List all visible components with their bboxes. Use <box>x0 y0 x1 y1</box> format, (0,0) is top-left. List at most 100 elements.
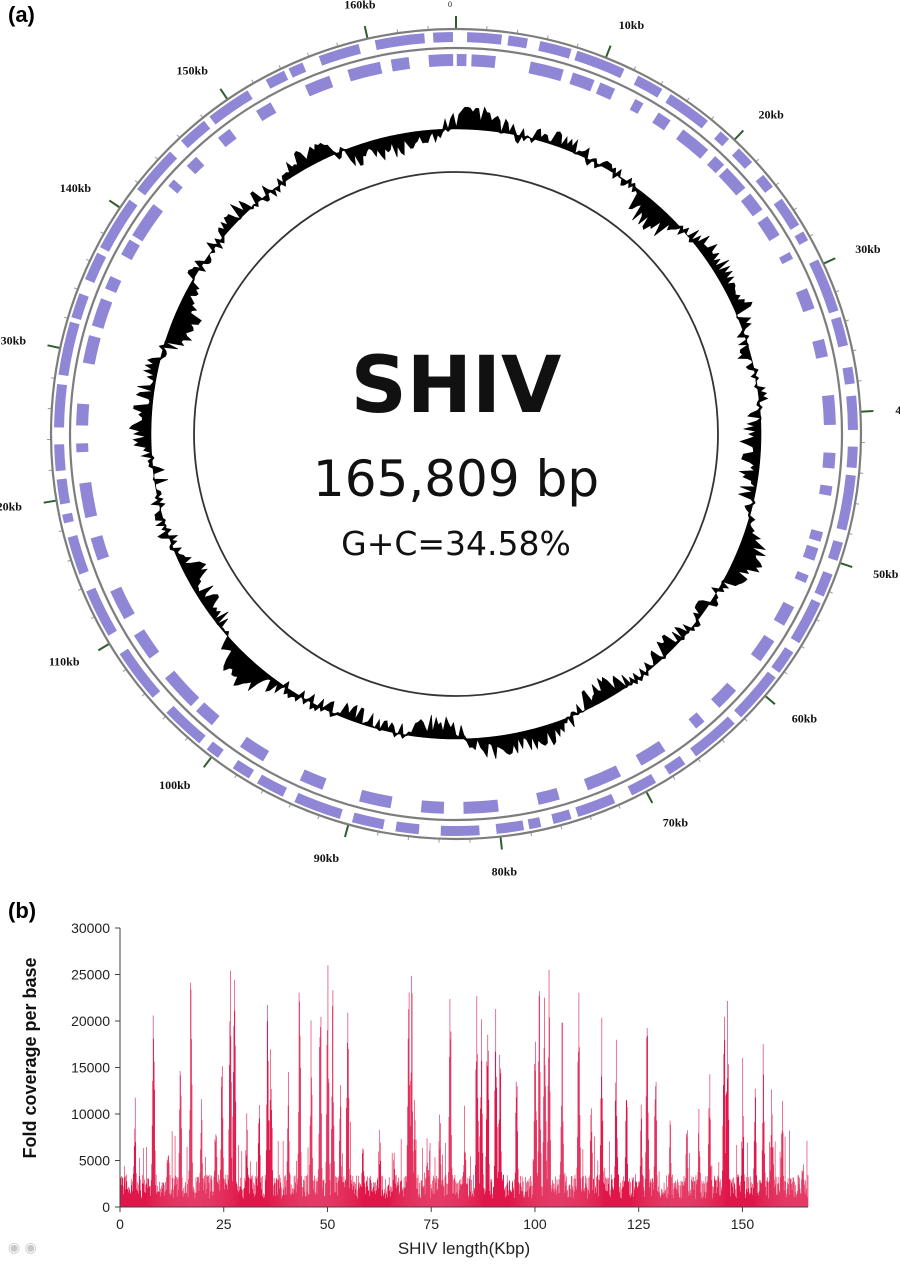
coverage-bar <box>653 1166 655 1207</box>
coverage-bar <box>422 1188 424 1207</box>
coverage-bar <box>412 1111 413 1207</box>
coverage-bar <box>522 1191 523 1207</box>
coverage-bar <box>573 1178 575 1207</box>
coverage-bar <box>263 1197 265 1207</box>
coverage-bar <box>595 1185 597 1207</box>
coverage-bar <box>175 1175 176 1207</box>
coverage-bar <box>572 1186 573 1207</box>
coverage-bar <box>542 1142 544 1207</box>
coverage-bar <box>262 1197 264 1207</box>
coverage-bar <box>586 1177 588 1207</box>
coverage-bar <box>580 1178 582 1207</box>
coverage-bar <box>281 1187 282 1207</box>
coverage-bar <box>218 1184 220 1207</box>
coverage-bar <box>366 1176 368 1207</box>
coverage-bar <box>387 1184 389 1207</box>
coverage-bar <box>212 1191 213 1207</box>
coverage-bar <box>303 1179 304 1207</box>
coverage-bar <box>258 1118 260 1207</box>
circular-genome-map: 10kb20kb30kb40kb50kb60kb70kb80kb90kb100k… <box>0 0 900 878</box>
coverage-bar <box>326 1045 328 1207</box>
ring-tick-marks <box>43 16 874 850</box>
coverage-bar <box>553 1190 554 1207</box>
coverage-bar <box>164 1191 166 1207</box>
coverage-bar <box>701 1197 702 1207</box>
coverage-bar <box>344 1182 345 1207</box>
coverage-bar <box>721 1187 722 1207</box>
coverage-bar <box>224 1179 226 1207</box>
coverage-bar <box>747 1142 749 1207</box>
gene-block <box>495 820 525 834</box>
coverage-bar <box>490 1179 492 1207</box>
coverage-bar <box>714 1175 715 1207</box>
coverage-bar <box>633 1189 635 1207</box>
coverage-bar <box>586 1186 587 1207</box>
coverage-bar <box>617 1174 619 1207</box>
coverage-bar <box>381 1195 383 1207</box>
coverage-bar <box>642 1174 643 1207</box>
gene-block <box>206 741 224 758</box>
coverage-bar <box>490 1182 492 1207</box>
coverage-bar <box>421 1186 423 1207</box>
coverage-bar <box>206 1175 207 1207</box>
coverage-bar <box>429 1142 431 1207</box>
coverage-bar <box>577 1061 579 1207</box>
coverage-bar <box>379 1142 381 1207</box>
coverage-bar <box>615 1082 617 1207</box>
coverage-bar <box>343 1182 344 1207</box>
coverage-bar <box>404 1188 405 1207</box>
coverage-bar <box>240 1177 242 1207</box>
gene-block <box>110 586 135 620</box>
coverage-bar <box>704 1191 706 1207</box>
coverage-bar <box>474 1187 475 1207</box>
coverage-bar <box>517 1168 519 1207</box>
coverage-bar <box>388 1177 390 1207</box>
gene-block <box>652 112 671 131</box>
coverage-bar <box>305 1196 307 1207</box>
coverage-bar <box>649 1187 650 1207</box>
coverage-bar <box>759 1180 761 1207</box>
coverage-bar <box>650 1179 651 1207</box>
coverage-bar <box>670 1124 671 1207</box>
coverage-bar <box>322 1180 324 1207</box>
coverage-bar <box>644 1196 645 1207</box>
coverage-bar <box>273 1185 274 1207</box>
gene-block <box>186 156 205 175</box>
coverage-bar <box>331 1096 333 1207</box>
coverage-bar <box>234 1011 236 1207</box>
gene-block <box>105 275 122 293</box>
coverage-bar <box>441 1184 442 1207</box>
coverage-bar <box>494 1090 496 1207</box>
coverage-bar <box>432 1180 433 1207</box>
coverage-bar <box>552 1179 553 1207</box>
coverage-bar <box>441 1180 443 1207</box>
coverage-bar <box>562 1121 564 1207</box>
coverage-bar <box>382 1176 384 1207</box>
coverage-bar <box>286 1161 288 1207</box>
coverage-bar <box>284 1187 286 1207</box>
coverage-bar <box>544 997 545 1207</box>
coverage-bar <box>758 1192 759 1207</box>
coverage-bar <box>599 1174 601 1207</box>
coverage-bar <box>214 1139 216 1207</box>
coverage-bar <box>237 1185 238 1207</box>
coverage-bar <box>324 1195 326 1207</box>
coverage-bar <box>434 1193 435 1207</box>
major-tick <box>47 344 61 350</box>
coverage-bar <box>244 1178 246 1207</box>
coverage-bar <box>620 1189 622 1207</box>
coverage-bar <box>230 970 231 1207</box>
coverage-bar <box>722 1125 724 1207</box>
coverage-bar <box>587 1188 588 1207</box>
coverage-bar <box>475 1165 476 1207</box>
coverage-bar <box>191 1084 193 1207</box>
gene-block <box>100 199 138 252</box>
coverage-bar <box>679 1197 680 1207</box>
coverage-bar <box>231 1157 233 1207</box>
coverage-bar <box>446 1183 448 1207</box>
coverage-bar <box>301 1176 302 1207</box>
coverage-bar <box>459 1180 460 1207</box>
coverage-bar <box>511 1191 512 1207</box>
coverage-bar <box>545 1086 546 1207</box>
coverage-bar <box>572 1189 574 1207</box>
